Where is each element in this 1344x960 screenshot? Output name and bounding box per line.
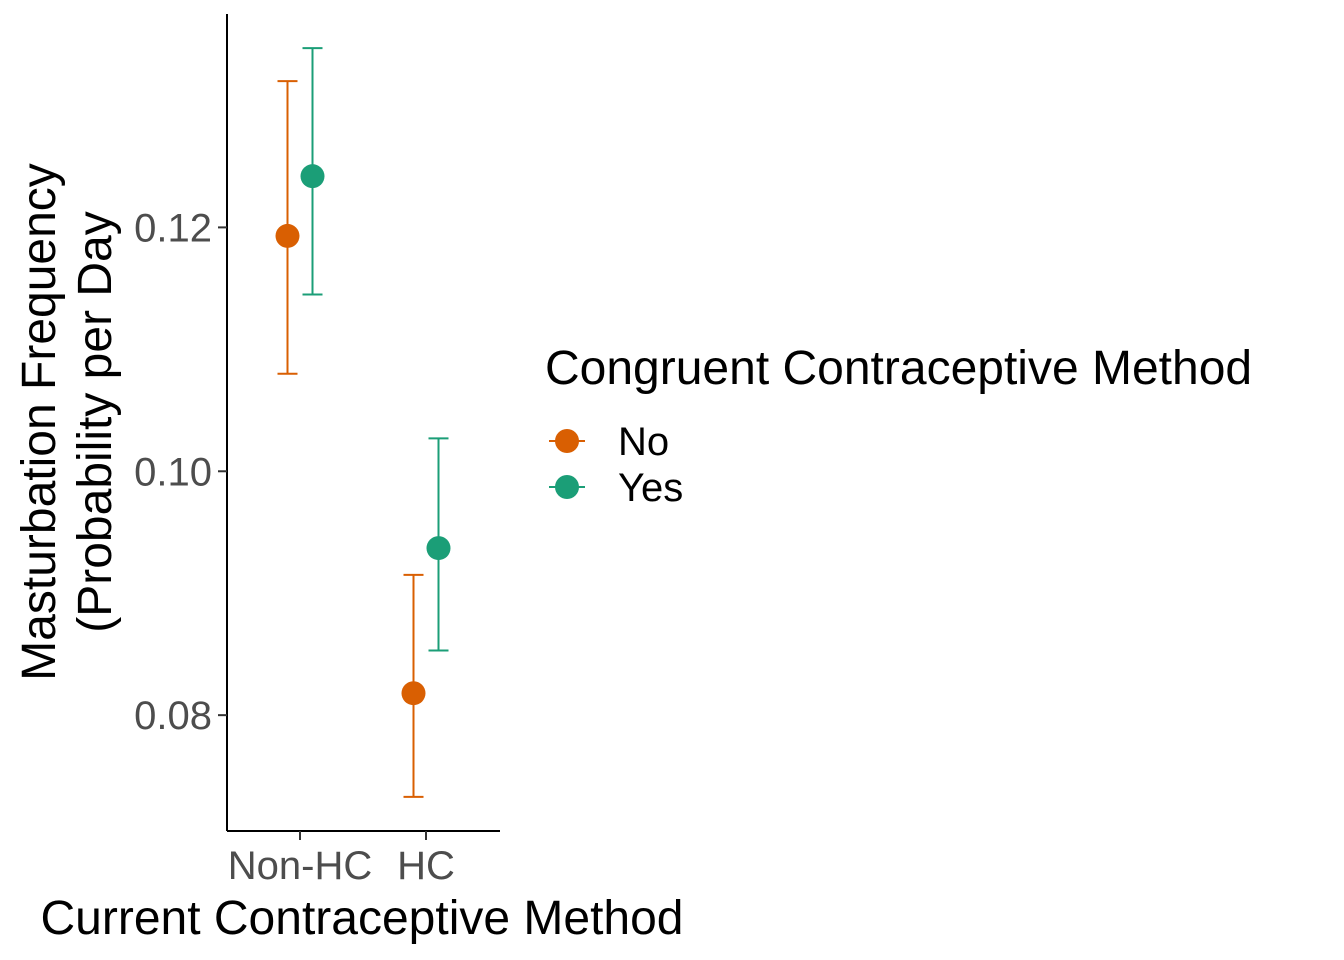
y-tick-label: 0.08 <box>134 694 212 738</box>
legend-item-yes: Yes <box>549 466 683 510</box>
axes <box>226 14 500 832</box>
data-point <box>275 223 300 248</box>
legend-key-point <box>555 429 579 453</box>
y-tick-label: 0.12 <box>134 206 212 250</box>
x-ticks: Non-HC HC <box>228 831 455 888</box>
x-axis-title: Current Contraceptive Method <box>41 892 684 945</box>
legend-title: Congruent Contraceptive Method <box>545 342 1252 395</box>
legend-item-no: No <box>549 420 669 464</box>
data-point <box>401 681 426 706</box>
x-tick-label: Non-HC <box>228 844 372 888</box>
legend-key-point <box>555 475 579 499</box>
data-point <box>426 536 451 561</box>
y-tick-label: 0.10 <box>134 450 212 494</box>
y-axis-title: Masturbation Frequency (Probability per … <box>13 163 122 681</box>
series-no <box>275 80 426 798</box>
series-yes <box>300 47 451 652</box>
series-layer <box>275 47 451 798</box>
x-tick-label: HC <box>397 844 455 888</box>
y-ticks: 0.08 0.10 0.12 <box>134 206 227 738</box>
legend-label: Yes <box>618 466 683 510</box>
y-axis-title-line-2: (Probability per Day <box>69 211 122 633</box>
y-axis-title-line-1: Masturbation Frequency <box>13 163 66 681</box>
legend-label: No <box>618 420 669 464</box>
data-point <box>300 164 325 189</box>
